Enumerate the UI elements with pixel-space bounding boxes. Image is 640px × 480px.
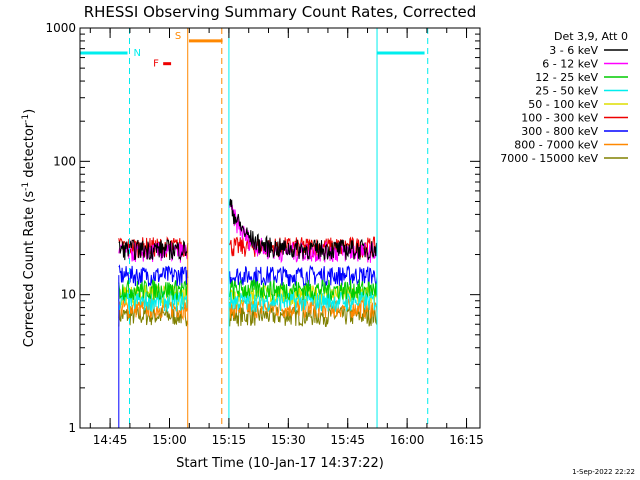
y-tick-label: 1000	[45, 21, 76, 35]
flag-label: F	[153, 59, 159, 70]
legend-entry-label: 3 - 6 keV	[549, 44, 598, 57]
x-tick-label: 16:15	[449, 433, 484, 447]
x-tick-label: 15:30	[271, 433, 306, 447]
legend-entry-label: 7000 - 15000 keV	[500, 152, 598, 165]
series-line	[118, 236, 189, 258]
series-line	[118, 305, 189, 327]
chart-title: RHESSI Observing Summary Count Rates, Co…	[84, 3, 477, 21]
x-tick-label: 15:15	[212, 433, 247, 447]
series-line	[118, 264, 189, 287]
y-axis-label: Corrected Count Rate (s-1 detector-1)	[21, 109, 37, 347]
y-tick-label: 100	[53, 154, 76, 168]
y-tick-label: 10	[61, 288, 76, 302]
series-line	[118, 238, 189, 261]
legend-entry-label: 800 - 7000 keV	[514, 139, 598, 152]
series-line	[229, 278, 378, 302]
flag-label: N	[134, 48, 141, 59]
footer-timestamp: 1-Sep-2022 22:22	[572, 468, 635, 476]
legend-entry-label: 50 - 100 keV	[528, 98, 598, 111]
series-lines	[118, 198, 378, 428]
x-tick-label: 16:00	[390, 433, 425, 447]
legend-header: Det 3,9, Att 0	[554, 30, 628, 43]
series-line	[229, 198, 378, 262]
axes: 1 10 100 1000 14:45 15:00 15:15 15:30 15:45 16:00…	[45, 21, 483, 447]
overlay-markers: NNSF	[80, 28, 429, 428]
x-tick-label: 15:45	[330, 433, 365, 447]
y-tick-label: 1	[68, 421, 76, 435]
legend-entry-label: 300 - 800 keV	[521, 125, 598, 138]
legend-entry-label: 6 - 12 keV	[542, 58, 598, 71]
x-axis-label: Start Time (10-Jan-17 14:37:22)	[176, 456, 384, 471]
legend-entry-label: 25 - 50 keV	[535, 85, 598, 98]
legend-entry-label: 12 - 25 keV	[535, 71, 598, 84]
flag-label: S	[175, 31, 181, 42]
x-tick-label: 14:45	[93, 433, 128, 447]
x-tick-label: 15:00	[152, 433, 187, 447]
plot-frame	[79, 27, 481, 429]
series-line	[229, 264, 378, 288]
series-line	[118, 279, 189, 302]
series-line	[229, 236, 378, 258]
legend-entry-label: 100 - 300 keV	[521, 112, 598, 125]
